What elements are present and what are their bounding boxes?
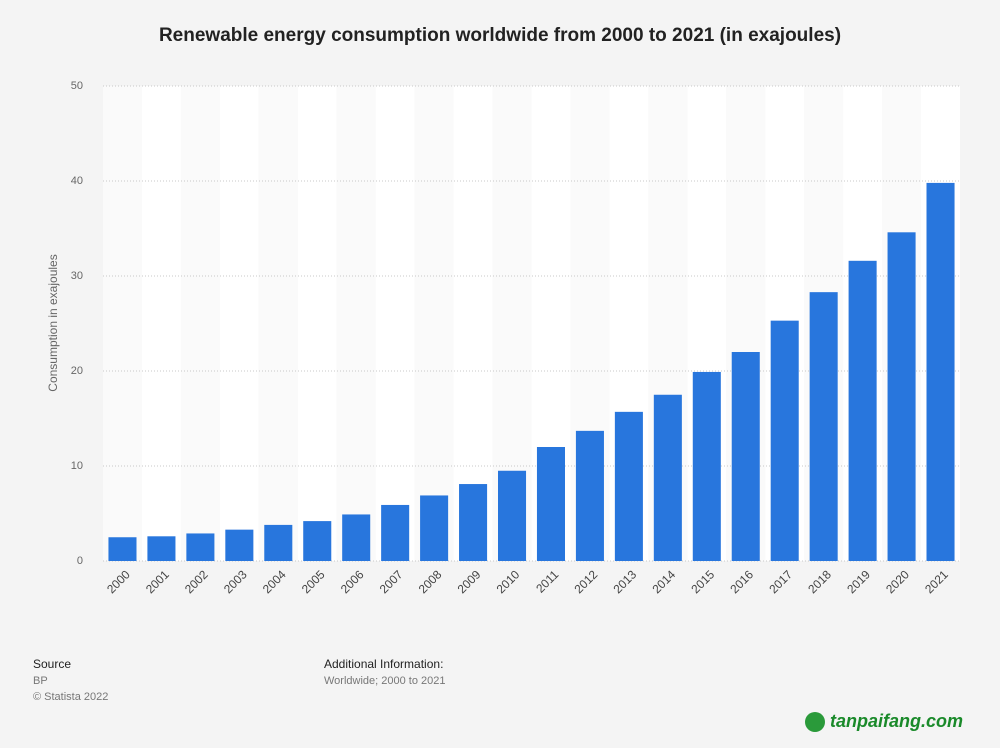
bar [108,537,137,561]
x-tick-label: 2016 [727,567,756,596]
band [219,86,259,561]
band [180,86,220,561]
bar [147,536,176,561]
bar [575,430,604,561]
y-tick-label: 10 [71,460,83,472]
source: BP [33,675,48,687]
bar [848,260,877,561]
bar [536,447,566,561]
x-tick-label: 2003 [221,567,250,596]
x-tick-label: 2007 [377,567,406,596]
bar [770,320,799,561]
band [453,86,493,561]
x-tick-label: 2015 [688,567,717,596]
x-tick-label: 2019 [844,567,873,596]
bar [926,182,955,561]
band [258,86,298,561]
bar [731,352,760,561]
bar [420,495,449,561]
watermark-logo [805,712,825,732]
x-tick-label: 2017 [766,567,795,596]
x-tick-label: 2010 [494,567,523,596]
y-tick-label: 0 [77,555,83,567]
bar [459,484,488,561]
x-tick-label: 2000 [104,567,133,596]
x-tick-label: 2008 [416,567,445,596]
x-tick-label: 2012 [572,567,601,596]
band [297,86,337,561]
x-tick-label: 2021 [922,567,951,596]
band [103,86,142,561]
source-title: Source [33,657,71,671]
info: Worldwide; 2000 to 2021 [324,675,446,687]
bar [225,529,254,561]
bar [692,371,721,561]
bar [497,470,527,561]
band [336,86,376,561]
band [414,86,454,561]
bar [614,411,643,561]
x-tick-label: 2018 [805,567,834,596]
x-tick-label: 2009 [455,567,484,596]
y-tick-label: 50 [71,80,83,92]
watermark: tanpaifang.com [830,711,963,731]
band [375,86,415,561]
x-tick-label: 2004 [260,567,289,596]
x-tick-label: 2013 [610,567,639,596]
x-tick-label: 2005 [299,567,328,596]
x-tick-label: 2014 [649,567,678,596]
x-tick-label: 2006 [338,567,367,596]
x-tick-label: 2011 [533,567,561,595]
bar [381,504,410,561]
y-tick-label: 40 [71,175,83,187]
band [141,86,181,561]
x-tick-label: 2002 [182,567,211,596]
bar [887,232,916,562]
x-tick-label: 2001 [143,567,172,596]
y-axis-label: Consumption in exajoules [46,254,60,391]
bar [264,524,293,561]
bar [342,514,371,561]
bar [653,394,682,561]
y-tick-label: 20 [71,365,83,377]
bar [186,533,215,561]
bar [303,521,332,561]
x-tick-label: 2020 [883,567,912,596]
copyright: © Statista 2022 [33,691,108,703]
info-title: Additional Information: [324,657,443,671]
chart-title: Renewable energy consumption worldwide f… [159,25,841,46]
bar [809,292,838,561]
y-tick-label: 30 [71,270,83,282]
